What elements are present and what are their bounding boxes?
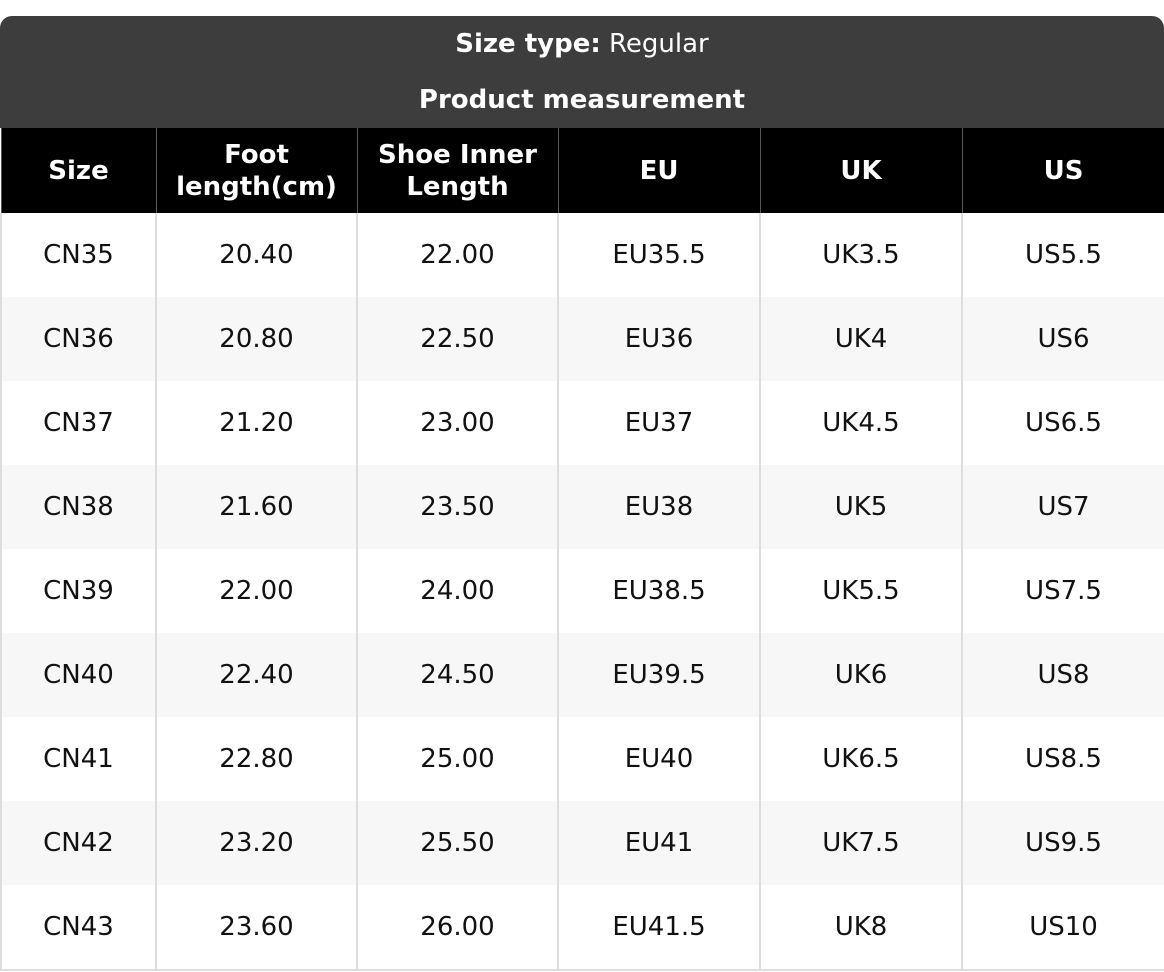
table-cell: EU38.5	[557, 549, 761, 633]
table-cell: EU41	[557, 801, 761, 885]
table-cell: US9.5	[961, 801, 1164, 885]
table-row: CN39 22.00 24.00 EU38.5 UK5.5 US7.5	[0, 549, 1164, 633]
size-chart: Size type: Regular Product measurement S…	[0, 16, 1164, 971]
table-cell: US5.5	[961, 213, 1164, 297]
table-row: CN41 22.80 25.00 EU40 UK6.5 US8.5	[0, 717, 1164, 801]
table-row: CN42 23.20 25.50 EU41 UK7.5 US9.5	[0, 801, 1164, 885]
table-cell: UK4.5	[759, 381, 963, 465]
table-cell: 22.40	[155, 633, 358, 717]
table-cell: CN40	[0, 633, 157, 717]
table-cell: CN42	[0, 801, 157, 885]
table-row: CN36 20.80 22.50 EU36 UK4 US6	[0, 297, 1164, 381]
table-cell: US10	[961, 885, 1164, 971]
table-cell: 22.00	[155, 549, 358, 633]
table-cell: EU37	[557, 381, 761, 465]
table-row: CN43 23.60 26.00 EU41.5 UK8 US10	[0, 885, 1164, 971]
table-body: CN35 20.40 22.00 EU35.5 UK3.5 US5.5 CN36 20.80 2…	[0, 213, 1164, 971]
table-row: CN37 21.20 23.00 EU37 UK4.5 US6.5	[0, 381, 1164, 465]
table-row: CN40 22.40 24.50 EU39.5 UK6 US8	[0, 633, 1164, 717]
table-cell: UK7.5	[759, 801, 963, 885]
table-cell: EU40	[557, 717, 761, 801]
table-head: Size Foot length(cm) Shoe Inner Length EU UK…	[0, 128, 1164, 213]
table-cell: 25.50	[356, 801, 559, 885]
table-cell: CN39	[0, 549, 157, 633]
table-cell: EU35.5	[557, 213, 761, 297]
header-row: Size Foot length(cm) Shoe Inner Length EU UK…	[0, 128, 1164, 213]
table-cell: CN36	[0, 297, 157, 381]
size-type-value: Regular	[609, 29, 709, 59]
table-cell: CN43	[0, 885, 157, 971]
table-cell: UK3.5	[759, 213, 963, 297]
table-cell: US8.5	[961, 717, 1164, 801]
table-cell: 23.50	[356, 465, 559, 549]
table-cell: EU39.5	[557, 633, 761, 717]
table-cell: CN37	[0, 381, 157, 465]
size-type-label: Size type:	[455, 29, 601, 59]
column-header: Size	[0, 128, 157, 213]
table-cell: 22.50	[356, 297, 559, 381]
table-cell: CN35	[0, 213, 157, 297]
table-cell: US7	[961, 465, 1164, 549]
table-cell: 24.00	[356, 549, 559, 633]
table-cell: 21.60	[155, 465, 358, 549]
table-cell: UK8	[759, 885, 963, 971]
table-cell: UK6	[759, 633, 963, 717]
column-header: EU	[557, 128, 761, 213]
table-cell: 23.20	[155, 801, 358, 885]
table-cell: 23.60	[155, 885, 358, 971]
table-cell: CN38	[0, 465, 157, 549]
table-cell: UK6.5	[759, 717, 963, 801]
table-cell: EU36	[557, 297, 761, 381]
table-cell: 21.20	[155, 381, 358, 465]
table-cell: 23.00	[356, 381, 559, 465]
column-header: Foot length(cm)	[155, 128, 358, 213]
table-cell: 24.50	[356, 633, 559, 717]
column-header: UK	[759, 128, 963, 213]
table-cell: US7.5	[961, 549, 1164, 633]
column-header: Shoe Inner Length	[356, 128, 559, 213]
table-row: CN38 21.60 23.50 EU38 UK5 US7	[0, 465, 1164, 549]
chart-header: Size type: Regular Product measurement	[0, 16, 1164, 128]
table-cell: 22.80	[155, 717, 358, 801]
table-cell: 25.00	[356, 717, 559, 801]
table-cell: 22.00	[356, 213, 559, 297]
table-cell: CN41	[0, 717, 157, 801]
table-row: CN35 20.40 22.00 EU35.5 UK3.5 US5.5	[0, 213, 1164, 297]
table-cell: 20.40	[155, 213, 358, 297]
table-cell: 20.80	[155, 297, 358, 381]
table-cell: 26.00	[356, 885, 559, 971]
subtitle: Product measurement	[418, 85, 746, 115]
table-cell: UK5	[759, 465, 963, 549]
table-cell: UK5.5	[759, 549, 963, 633]
size-table: Size Foot length(cm) Shoe Inner Length EU UK…	[0, 128, 1164, 971]
table-cell: UK4	[759, 297, 963, 381]
column-header: US	[961, 128, 1164, 213]
size-type-line: Size type: Regular	[0, 16, 1164, 72]
table-cell: US8	[961, 633, 1164, 717]
table-cell: US6	[961, 297, 1164, 381]
table-cell: US6.5	[961, 381, 1164, 465]
table-cell: EU38	[557, 465, 761, 549]
table-cell: EU41.5	[557, 885, 761, 971]
